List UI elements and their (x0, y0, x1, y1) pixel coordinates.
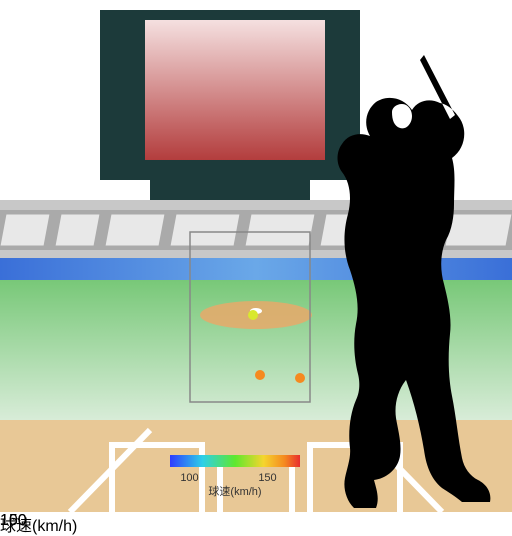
pitch-marker (295, 373, 305, 383)
stands-section (55, 214, 100, 246)
scoreboard-screen (145, 20, 325, 160)
pitch-marker (255, 370, 265, 380)
pitch-location-chart: 100 150球速(km/h) (0, 0, 512, 512)
pitch-marker (248, 310, 258, 320)
stands-section (445, 214, 512, 246)
legend-label: 球速(km/h) (0, 512, 77, 536)
legend-colorbar (170, 455, 300, 467)
stands-section (0, 214, 50, 246)
stands-section (105, 214, 165, 246)
stands-section (170, 214, 240, 246)
legend-tick: 100 (180, 472, 198, 484)
stands-section (245, 214, 315, 246)
legend-axis-label: 球速(km/h) (208, 484, 261, 498)
chart-svg: 100 150球速(km/h) (0, 0, 512, 512)
legend-tick: 150 (258, 472, 276, 484)
